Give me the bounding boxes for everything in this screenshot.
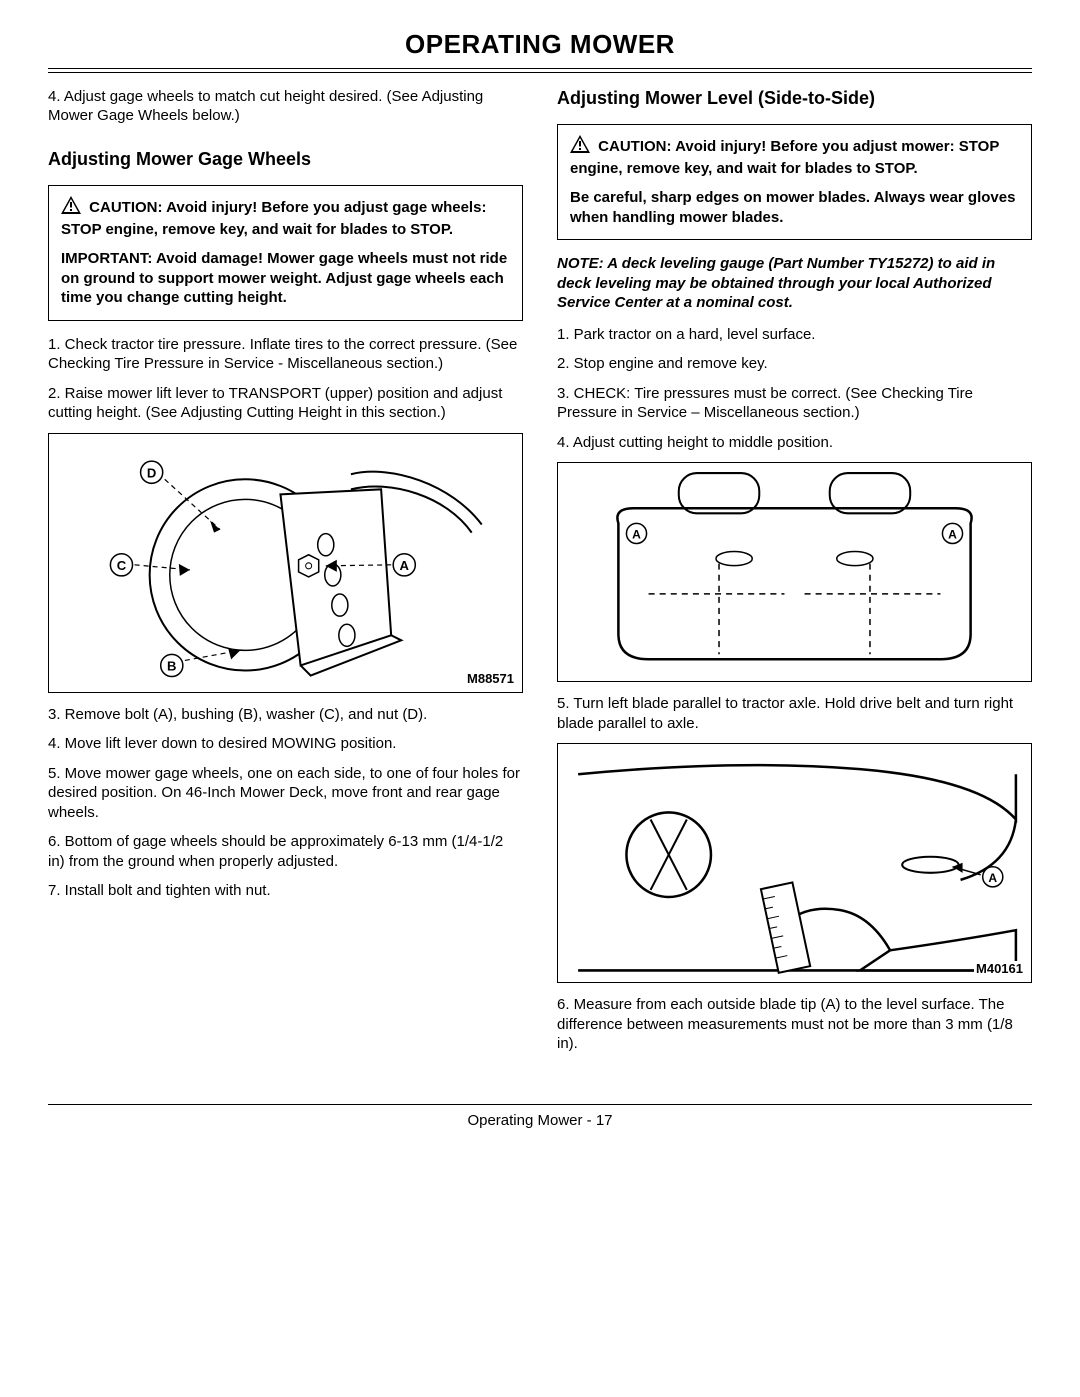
figure-deck-top: A A	[557, 462, 1032, 682]
svg-text:C: C	[117, 558, 127, 573]
page-title: OPERATING MOWER	[48, 28, 1032, 62]
section-gage-wheels: Adjusting Mower Gage Wheels	[48, 148, 523, 171]
left-step-5: 5. Move mower gage wheels, one on each s…	[48, 764, 523, 823]
left-column: 4. Adjust gage wheels to match cut heigh…	[48, 87, 523, 1064]
title-rule	[48, 68, 1032, 73]
left-step-7: 7. Install bolt and tighten with nut.	[48, 881, 523, 901]
warning-icon	[61, 196, 81, 220]
right-step-5: 5. Turn left blade parallel to tractor a…	[557, 694, 1032, 733]
footer-text: Operating Mower - 17	[467, 1112, 612, 1129]
right-step-3: 3. CHECK: Tire pressures must be correct…	[557, 384, 1032, 423]
two-column-layout: 4. Adjust gage wheels to match cut heigh…	[48, 87, 1032, 1064]
figure-measure: A M40161	[557, 743, 1032, 983]
svg-text:D: D	[147, 465, 156, 480]
right-step-2: 2. Stop engine and remove key.	[557, 354, 1032, 374]
caution-text-r1: CAUTION: Avoid injury! Before you adjust…	[570, 138, 999, 177]
caution-box-right: CAUTION: Avoid injury! Before you adjust…	[557, 124, 1032, 240]
svg-text:A: A	[400, 558, 410, 573]
figure-code-1: M88571	[465, 671, 516, 688]
left-step-1: 1. Check tractor tire pressure. Inflate …	[48, 335, 523, 374]
warning-icon	[570, 135, 590, 159]
figure-code-3: M40161	[974, 961, 1025, 978]
section-level-side: Adjusting Mower Level (Side-to-Side)	[557, 87, 1032, 110]
caution-box-left: CAUTION: Avoid injury! Before you adjust…	[48, 185, 523, 321]
svg-text:A: A	[988, 871, 997, 885]
caution-text: CAUTION: Avoid injury! Before you adjust…	[61, 199, 486, 238]
figure-gage-wheel: D C B A M88571	[48, 433, 523, 693]
right-step-6: 6. Measure from each outside blade tip (…	[557, 995, 1032, 1054]
svg-text:A: A	[632, 528, 641, 542]
intro-step: 4. Adjust gage wheels to match cut heigh…	[48, 87, 523, 126]
right-column: Adjusting Mower Level (Side-to-Side) CAU…	[557, 87, 1032, 1064]
right-step-1: 1. Park tractor on a hard, level surface…	[557, 325, 1032, 345]
important-text: IMPORTANT: Avoid damage! Mower gage whee…	[61, 249, 510, 308]
note-text: NOTE: A deck leveling gauge (Part Number…	[557, 254, 1032, 313]
right-step-4: 4. Adjust cutting height to middle posit…	[557, 433, 1032, 453]
left-step-2: 2. Raise mower lift lever to TRANSPORT (…	[48, 384, 523, 423]
left-step-4: 4. Move lift lever down to desired MOWIN…	[48, 734, 523, 754]
caution-text-r2: Be careful, sharp edges on mower blades.…	[570, 188, 1019, 227]
svg-text:B: B	[167, 658, 176, 673]
left-step-6: 6. Bottom of gage wheels should be appro…	[48, 832, 523, 871]
left-step-3: 3. Remove bolt (A), bushing (B), washer …	[48, 705, 523, 725]
svg-text:A: A	[948, 528, 957, 542]
page-footer: Operating Mower - 17	[48, 1104, 1032, 1131]
